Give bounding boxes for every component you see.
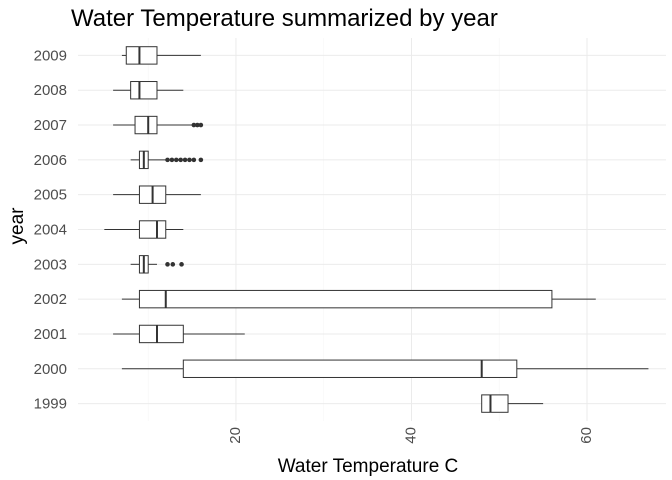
x-tick-label: 60 <box>578 427 595 444</box>
outlier-point <box>178 157 183 163</box>
box-2008 <box>113 81 184 100</box>
box-2003 <box>130 255 184 274</box>
outlier-point <box>198 157 204 163</box>
x-axis-tick-labels: 20 40 60 <box>227 427 595 444</box>
iqr-box <box>138 289 553 309</box>
box-2006 <box>130 150 204 170</box>
outlier-point <box>173 157 179 163</box>
y-axis-tick-labels: 1999 2000 2001 2002 2003 2004 2005 2006 2007 2008… <box>34 47 67 412</box>
y-tick-label: 2006 <box>34 152 67 169</box>
box-2009 <box>121 46 201 65</box>
x-axis-title: Water Temperature C <box>278 456 459 477</box>
outlier-point <box>165 157 170 163</box>
box-2007 <box>113 115 204 135</box>
iqr-box <box>182 359 518 378</box>
y-tick-label: 2009 <box>34 47 67 64</box>
box-2000 <box>121 359 649 378</box>
iqr-box <box>125 46 158 65</box>
y-tick-label: 2000 <box>34 361 67 378</box>
outlier-point <box>191 122 197 128</box>
y-tick-label: 2007 <box>34 117 67 134</box>
box-2001 <box>113 324 245 344</box>
y-tick-label: 2001 <box>34 326 67 343</box>
y-tick-label: 2002 <box>34 291 67 308</box>
iqr-box <box>481 394 509 413</box>
x-tick-label: 40 <box>402 427 419 444</box>
x-tick-label: 20 <box>227 427 244 444</box>
outlier-point <box>169 157 175 163</box>
chart-title: Water Temperature summarized by year <box>71 5 498 32</box>
outlier-point <box>179 262 184 267</box>
outlier-point <box>191 157 197 163</box>
y-tick-label: 2005 <box>34 187 67 204</box>
box-2002 <box>121 289 596 309</box>
box-1999 <box>481 394 544 413</box>
y-tick-label: 2003 <box>34 256 67 273</box>
iqr-box <box>134 115 158 135</box>
y-axis-title: year <box>7 207 28 245</box>
outlier-point <box>195 122 200 128</box>
outlier-point <box>170 262 176 267</box>
y-tick-label: 1999 <box>34 396 67 413</box>
iqr-box <box>130 81 158 100</box>
iqr-box <box>138 324 184 344</box>
outlier-point <box>165 262 170 267</box>
y-tick-label: 2004 <box>34 222 67 239</box>
outlier-point <box>198 122 204 128</box>
box-2004 <box>104 220 184 239</box>
y-tick-label: 2008 <box>34 82 67 99</box>
boxplot-boxes <box>104 46 649 413</box>
iqr-box <box>138 220 167 239</box>
outlier-point <box>182 157 188 163</box>
outlier-point <box>187 157 192 163</box>
box-2005 <box>113 185 201 204</box>
